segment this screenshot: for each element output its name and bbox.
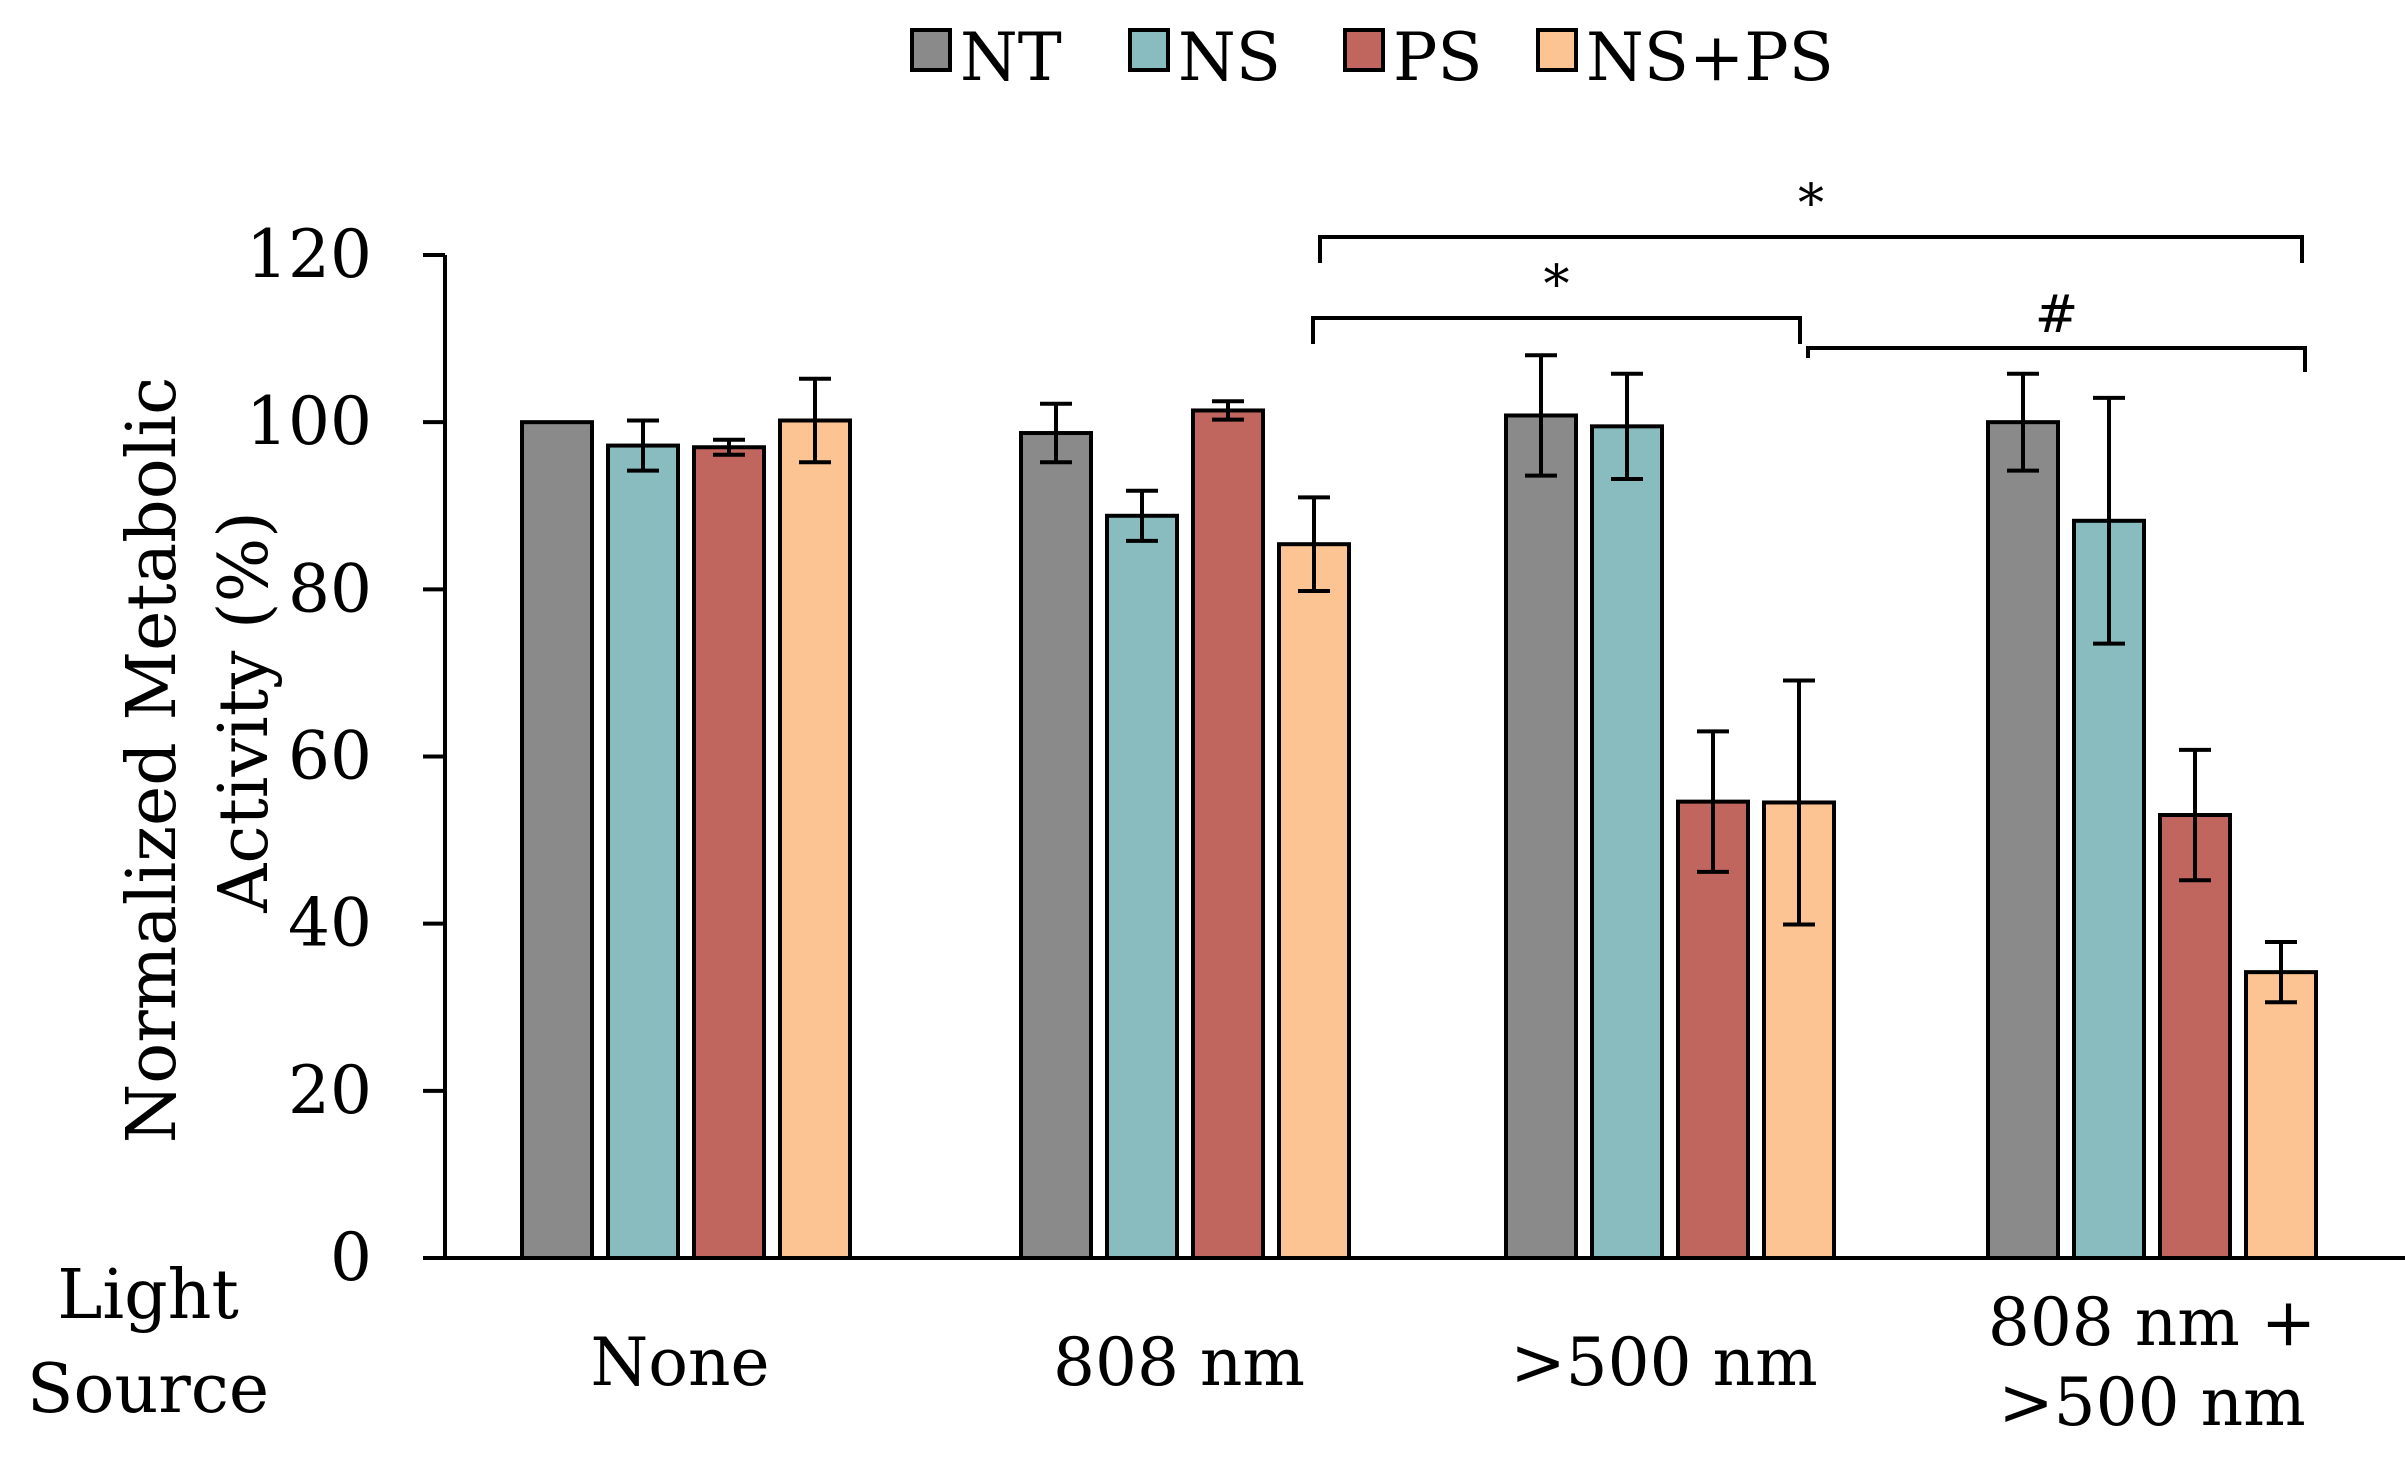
bar-ns-plus-ps-3	[2244, 970, 2318, 1261]
significance-bracket: #	[1806, 285, 2307, 372]
x-category-label-line: >500 nm	[1510, 1324, 1817, 1401]
x-category-label: 808 nm	[1053, 1324, 1305, 1401]
x-category-label-line: 808 nm	[1053, 1324, 1305, 1401]
error-bar	[1040, 401, 1072, 465]
bracket-line	[1318, 235, 2304, 263]
significance-label: *	[1798, 174, 1824, 234]
legend-swatch	[1128, 28, 1170, 72]
legend-item: NT	[910, 19, 1062, 96]
bar-nt-0	[520, 420, 594, 1260]
error-bar	[1298, 495, 1330, 594]
error-bar	[2179, 747, 2211, 883]
significance-bracket: *	[1318, 174, 2304, 263]
bar-nt-2	[1504, 413, 1578, 1261]
bar-ns-plus-ps-1	[1277, 542, 1351, 1260]
bar-nt-3	[1986, 420, 2060, 1260]
error-bar	[1697, 729, 1729, 874]
y-tick-label: 80	[288, 550, 372, 627]
error-bar	[1611, 371, 1643, 482]
legend-swatch	[1536, 28, 1578, 72]
legend: NT NS PS NS+PS	[910, 19, 1834, 96]
bar-ns-0	[606, 443, 680, 1260]
error-bar	[799, 376, 831, 465]
error-bar	[2007, 371, 2039, 473]
legend-swatch	[910, 28, 952, 72]
y-axis-title: Normalized Metabolic Activity (%)	[113, 377, 284, 1143]
legend-label: NT	[960, 19, 1062, 96]
legend-item: NS+PS	[1536, 19, 1834, 96]
significance-label: *	[1544, 255, 1570, 315]
y-axis: 0 20 40 60 80 100 120	[246, 216, 447, 1296]
bar-nt-1	[1019, 431, 1093, 1261]
bar-ns-2	[1590, 424, 1664, 1260]
y-tick-label: 120	[246, 216, 372, 293]
x-axis-title: Light Source	[27, 1256, 269, 1429]
legend-label: PS	[1393, 19, 1483, 96]
y-tick-label: 100	[246, 383, 372, 460]
legend-item: NS	[1128, 19, 1281, 96]
error-bar	[627, 418, 659, 473]
x-axis-title-line: Source	[27, 1350, 269, 1429]
bar-ps-1	[1191, 408, 1265, 1260]
error-bar	[1783, 678, 1815, 927]
legend-label: NS	[1178, 19, 1281, 96]
bracket-line	[1311, 316, 1802, 344]
error-bar	[2093, 395, 2125, 646]
error-bars	[627, 353, 2297, 1005]
x-category-label: 808 nm + >500 nm	[1988, 1284, 2316, 1441]
x-category-label-line: None	[590, 1324, 769, 1401]
bars	[520, 408, 2318, 1261]
y-axis-title-line: Activity (%)	[205, 511, 284, 913]
bar-ps-3	[2158, 813, 2232, 1261]
bracket-line	[1806, 346, 2307, 372]
bar-ns-plus-ps-0	[778, 418, 852, 1260]
y-tick-label: 0	[330, 1219, 372, 1296]
error-bar	[1525, 353, 1557, 478]
legend-item: PS	[1343, 19, 1483, 96]
bar-ps-2	[1676, 799, 1750, 1260]
error-bar	[2265, 940, 2297, 1005]
bar-ns-1	[1105, 513, 1179, 1260]
x-category-label: >500 nm	[1510, 1324, 1817, 1401]
x-category-label-line: 808 nm +	[1988, 1284, 2316, 1361]
legend-label: NS+PS	[1586, 19, 1834, 96]
legend-swatch	[1343, 28, 1385, 72]
x-axis-title-line: Light	[57, 1256, 239, 1335]
y-tick-label: 40	[288, 885, 372, 962]
y-axis-title-line: Normalized Metabolic	[113, 377, 192, 1143]
significance-label: #	[2035, 285, 2079, 345]
x-category-label: None	[590, 1324, 769, 1401]
significance-bracket: *	[1311, 255, 1802, 344]
error-bar	[713, 437, 745, 457]
x-category-label-line: >500 nm	[1998, 1364, 2305, 1441]
significance-annotations: * * #	[1311, 174, 2307, 372]
y-tick-label: 60	[288, 718, 372, 795]
error-bar	[1126, 488, 1158, 543]
axis-titles: Light Source Normalized Metabolic Activity …	[27, 377, 284, 1429]
y-tick-label: 20	[288, 1052, 372, 1129]
bar-ps-0	[692, 445, 766, 1261]
error-bar	[1212, 399, 1244, 422]
